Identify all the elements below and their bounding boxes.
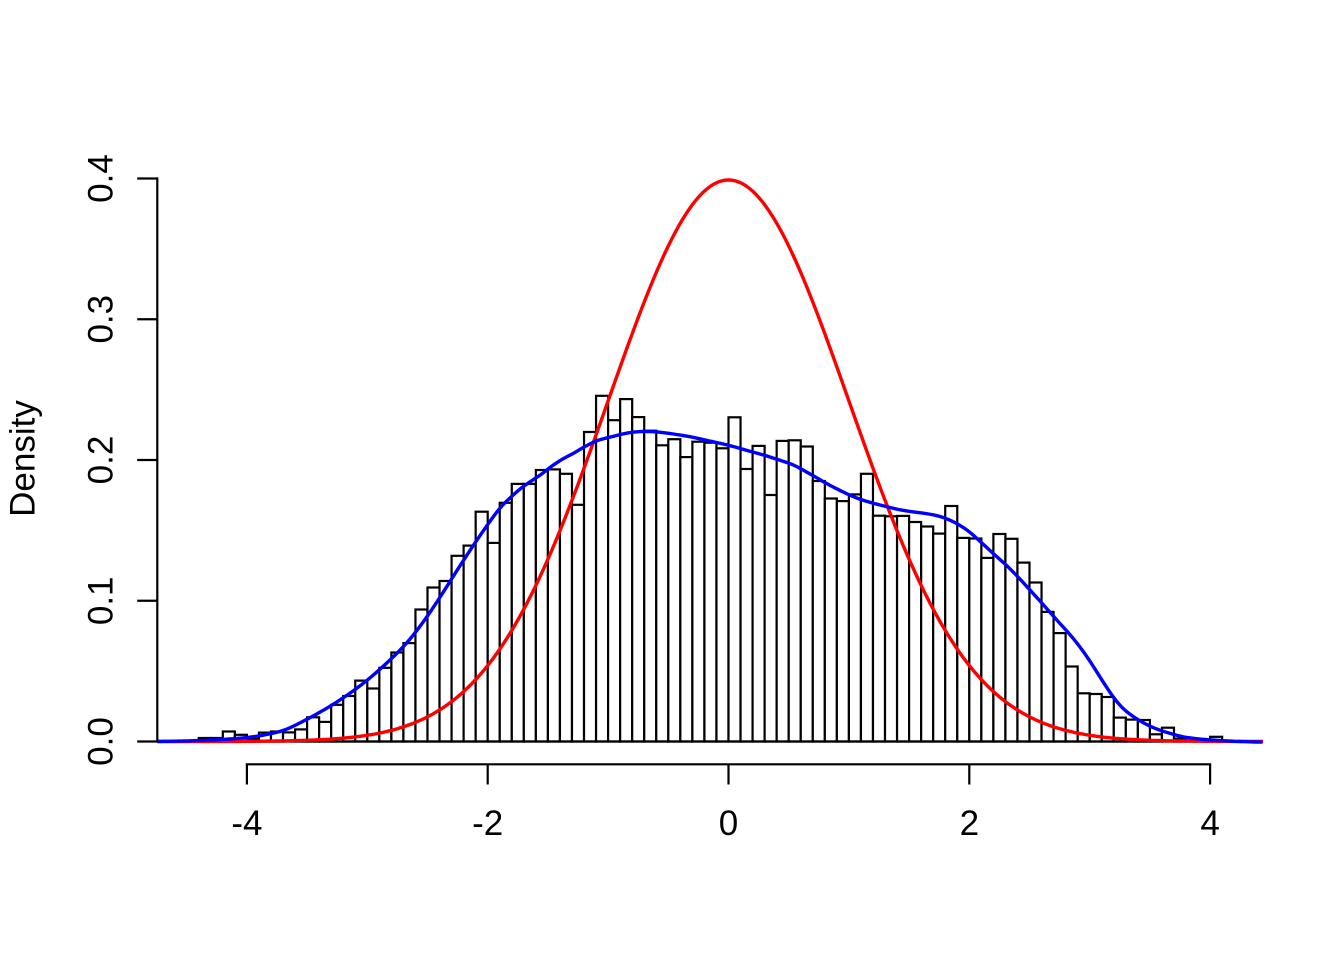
- svg-text:0: 0: [719, 804, 738, 843]
- svg-text:0.0: 0.0: [81, 717, 120, 766]
- svg-text:-4: -4: [231, 804, 262, 843]
- svg-text:-2: -2: [472, 804, 503, 843]
- svg-text:0.1: 0.1: [81, 576, 120, 625]
- svg-text:0.4: 0.4: [81, 154, 120, 203]
- svg-text:0.3: 0.3: [81, 295, 120, 344]
- svg-text:4: 4: [1200, 804, 1219, 843]
- svg-text:0.2: 0.2: [81, 436, 120, 485]
- svg-text:Density: Density: [3, 400, 42, 517]
- svg-text:2: 2: [960, 804, 979, 843]
